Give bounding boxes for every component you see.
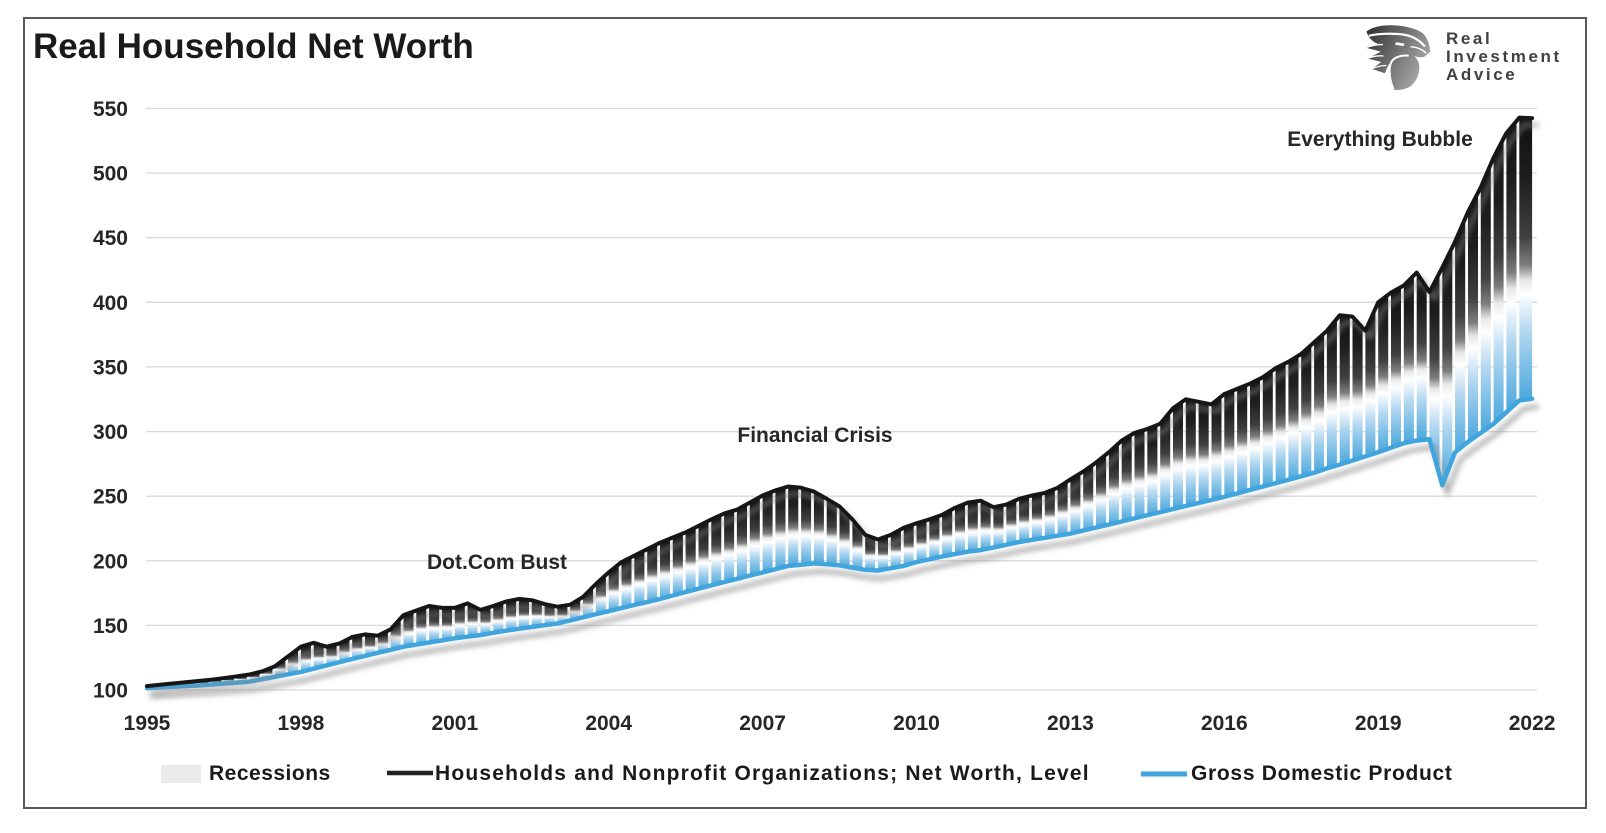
svg-text:300: 300 (93, 421, 128, 444)
svg-text:2007: 2007 (739, 712, 786, 735)
svg-text:150: 150 (93, 615, 128, 638)
svg-text:100: 100 (93, 680, 128, 703)
svg-text:2022: 2022 (1509, 712, 1556, 735)
svg-text:350: 350 (93, 356, 128, 379)
svg-text:1998: 1998 (278, 712, 325, 735)
svg-text:Dot.Com Bust: Dot.Com Bust (427, 551, 567, 574)
svg-text:Recessions: Recessions (209, 762, 331, 785)
svg-text:450: 450 (93, 227, 128, 250)
svg-text:Gross Domestic Product: Gross Domestic Product (1191, 762, 1453, 785)
svg-text:Everything Bubble: Everything Bubble (1287, 128, 1473, 151)
svg-text:500: 500 (93, 163, 128, 186)
svg-text:Real Household Net Worth: Real Household Net Worth (33, 27, 474, 66)
svg-text:200: 200 (93, 550, 128, 573)
svg-text:400: 400 (93, 292, 128, 315)
svg-text:Financial Crisis: Financial Crisis (737, 424, 892, 447)
svg-text:1995: 1995 (124, 712, 171, 735)
svg-text:2013: 2013 (1047, 712, 1094, 735)
svg-text:Advice: Advice (1446, 65, 1517, 84)
svg-text:250: 250 (93, 486, 128, 509)
svg-text:Real: Real (1446, 29, 1492, 48)
svg-text:2001: 2001 (431, 712, 478, 735)
svg-text:2019: 2019 (1355, 712, 1402, 735)
svg-text:Households and Nonprofit Organ: Households and Nonprofit Organizations; … (435, 762, 1090, 785)
svg-text:550: 550 (93, 98, 128, 121)
svg-text:2016: 2016 (1201, 712, 1248, 735)
svg-text:2010: 2010 (893, 712, 940, 735)
svg-text:Investment: Investment (1446, 47, 1562, 66)
svg-text:2004: 2004 (585, 712, 632, 735)
